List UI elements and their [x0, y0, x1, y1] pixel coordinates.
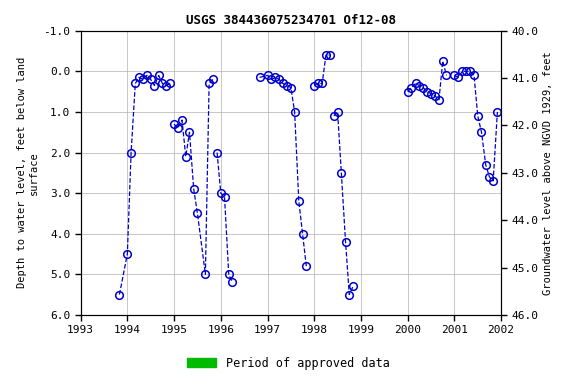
Legend: Period of approved data: Period of approved data: [182, 352, 394, 374]
Bar: [119, 315, 361, 323]
Bar: [404, 315, 501, 323]
Y-axis label: Depth to water level, feet below land
surface: Depth to water level, feet below land su…: [17, 57, 39, 288]
Title: USGS 384436075234701 Of12-08: USGS 384436075234701 Of12-08: [186, 14, 396, 27]
Y-axis label: Groundwater level above NGVD 1929, feet: Groundwater level above NGVD 1929, feet: [543, 51, 553, 295]
